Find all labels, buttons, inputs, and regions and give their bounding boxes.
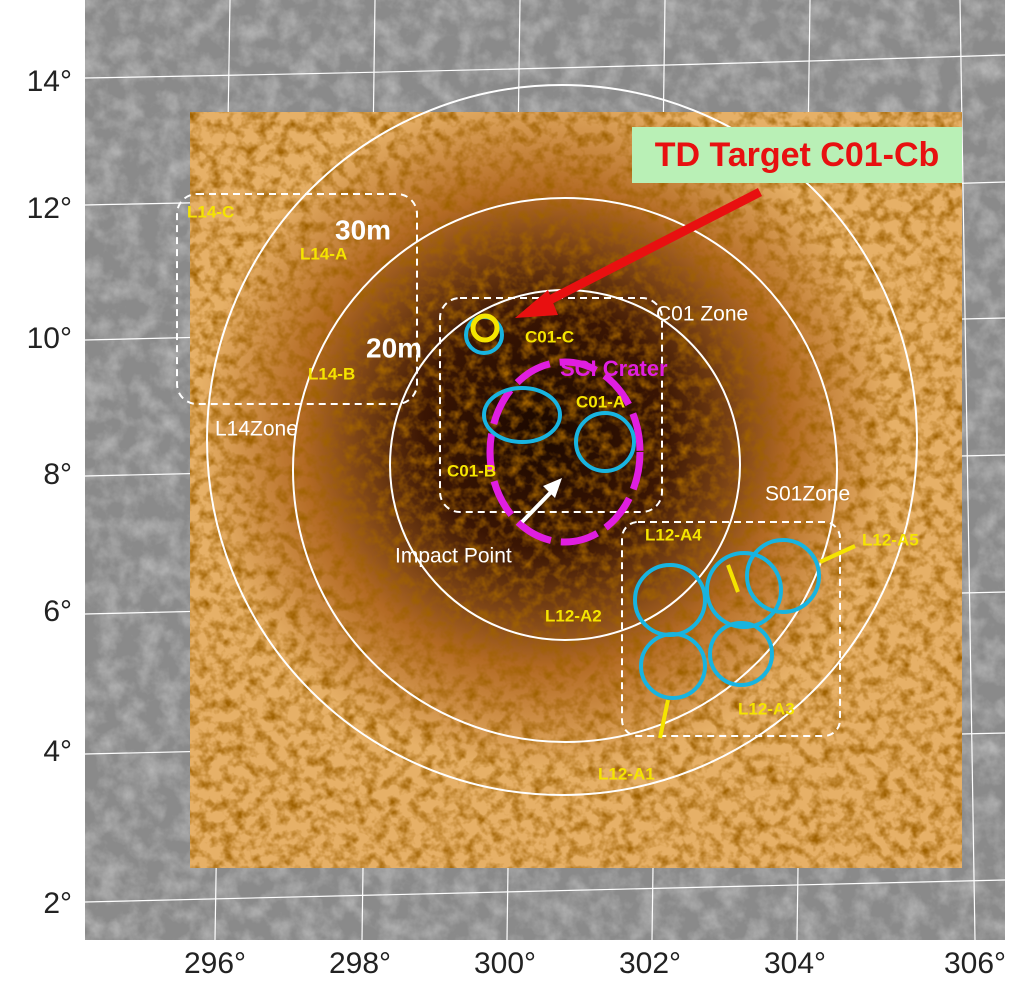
- site-label: L14-A: [300, 244, 347, 263]
- zone-label: S01Zone: [765, 483, 850, 506]
- longitude-labels: 296° 298° 300° 302° 304° 306°: [184, 947, 1006, 980]
- lat-label: 4°: [43, 735, 72, 768]
- lon-label: 302°: [619, 947, 681, 980]
- distance-label: 20m: [366, 332, 422, 363]
- zone-label: L14Zone: [215, 418, 298, 441]
- distance-label: 30m: [335, 214, 391, 245]
- crater-label: SCI Crater: [560, 356, 668, 381]
- lon-label: 304°: [764, 947, 826, 980]
- site-label: L12-A2: [545, 606, 602, 625]
- map: TD Target C01-Cb 30m 20m C01 Zone L14Zon…: [0, 0, 1030, 981]
- lat-label: 8°: [43, 458, 72, 491]
- site-label: L12-A4: [645, 525, 702, 544]
- lat-label: 2°: [43, 887, 72, 920]
- impact-label: Impact Point: [395, 545, 512, 568]
- site-label: L14-B: [308, 364, 355, 383]
- latitude-labels: 14° 12° 10° 8° 6° 4° 2°: [27, 65, 72, 920]
- site-label: C01-C: [525, 327, 574, 346]
- site-label: C01-A: [576, 392, 625, 411]
- zone-label: C01 Zone: [656, 303, 748, 326]
- lon-label: 298°: [329, 947, 391, 980]
- site-label: L12-A3: [738, 699, 795, 718]
- lon-label: 300°: [474, 947, 536, 980]
- lat-label: 14°: [27, 65, 72, 98]
- target-label: TD Target C01-Cb: [632, 127, 962, 183]
- lat-label: 12°: [27, 192, 72, 225]
- lon-label: 306°: [944, 947, 1006, 980]
- site-label: L12-A1: [598, 764, 655, 783]
- site-label: L12-A5: [862, 530, 919, 549]
- lat-label: 6°: [43, 595, 72, 628]
- site-label: L14-C: [187, 202, 234, 221]
- target-label-text: TD Target C01-Cb: [655, 136, 940, 174]
- lon-label: 296°: [184, 947, 246, 980]
- site-label: C01-B: [447, 461, 496, 480]
- lat-label: 10°: [27, 322, 72, 355]
